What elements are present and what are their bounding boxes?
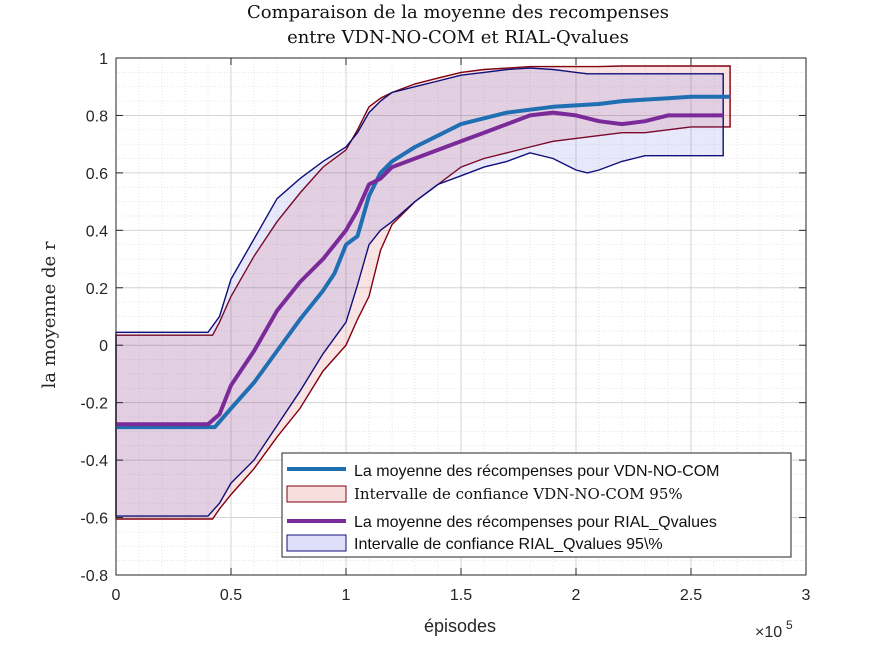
confidence-bands: [115, 65, 731, 520]
x-tick-label: 1: [342, 587, 351, 604]
y-axis-label: la moyenne de r: [39, 241, 60, 388]
x-tick-label: 2: [572, 587, 581, 604]
x-exponent-base: ×10: [755, 624, 782, 641]
mean-line-rial: [116, 110, 724, 427]
y-tick-label: -0.8: [80, 568, 108, 585]
y-tick-label: 0.2: [86, 281, 108, 298]
x-tick-label: 2.5: [680, 587, 702, 604]
chart-title-line1: Comparaison de la moyenne des recompense…: [247, 2, 669, 23]
legend-label-vdn-band: Intervalle de confiance VDN-NO-COM 95%: [354, 485, 683, 503]
y-tick-label: 0.4: [86, 223, 108, 240]
y-tick-label: 1: [99, 51, 108, 68]
legend-label-vdn-mean: La moyenne des récompenses pour VDN-NO-C…: [354, 463, 719, 480]
chart-title-line2: entre VDN-NO-COM et RIAL-Qvalues: [287, 27, 629, 48]
legend-label-rial-band: Intervalle de confiance RIAL_Qvalues 95\…: [354, 536, 663, 553]
tick-labels: 0 0.5 1 1.5 2 2.5 3 -0.8 -0.6 -0.4 -0.2 0 0.2 0.4 0.6 0…: [80, 51, 810, 604]
legend-box: [281, 452, 792, 558]
confidence-band-vdn: [115, 65, 731, 520]
x-exponent-power: 5: [786, 618, 793, 632]
x-tick-label: 0: [112, 587, 121, 604]
mean-line-vdn: [116, 94, 731, 430]
y-tick-label: -0.4: [80, 453, 108, 470]
y-tick-label: 0.8: [86, 108, 108, 125]
axes: [115, 57, 807, 576]
legend-label-rial-mean: La moyenne des récompenses pour RIAL_Qva…: [354, 514, 717, 531]
x-tick-label: 0.5: [220, 587, 242, 604]
x-tick-label: 1.5: [450, 587, 472, 604]
confidence-band-rial: [115, 67, 724, 517]
legend-swatch-vdn-band: [286, 485, 347, 503]
legend: La moyenne des récompenses pour VDN-NO-C…: [281, 452, 792, 558]
x-tick-label: 3: [802, 587, 811, 604]
y-tick-label: -0.6: [80, 511, 108, 528]
y-tick-label: -0.2: [80, 396, 108, 413]
y-tick-label: 0: [99, 338, 108, 355]
legend-swatch-rial-band: [286, 534, 347, 552]
series-lines: [116, 94, 731, 430]
y-tick-label: 0.6: [86, 166, 108, 183]
x-axis-label: épisodes: [424, 616, 496, 636]
